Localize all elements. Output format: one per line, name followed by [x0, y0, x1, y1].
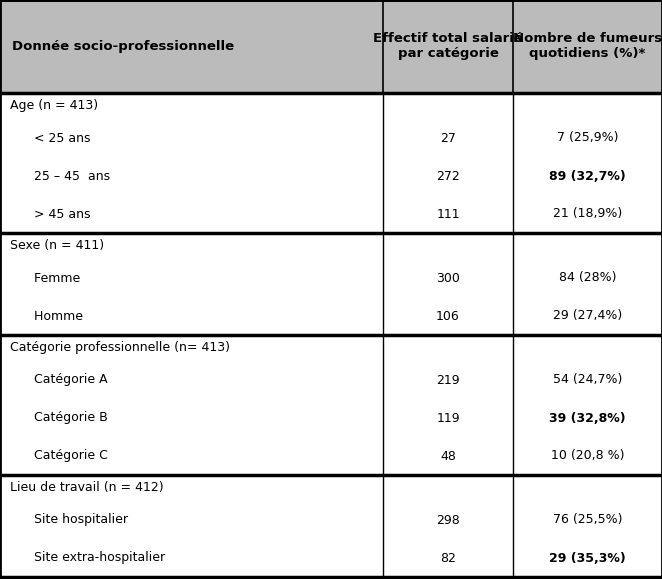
Text: 219: 219: [436, 373, 460, 387]
Text: Catégorie professionnelle (n= 413): Catégorie professionnelle (n= 413): [10, 342, 230, 354]
Text: Site hospitalier: Site hospitalier: [22, 514, 128, 526]
Text: 39 (32,8%): 39 (32,8%): [549, 412, 626, 424]
Text: 27: 27: [440, 131, 456, 145]
Text: < 25 ans: < 25 ans: [22, 131, 91, 145]
Text: Catégorie B: Catégorie B: [22, 412, 108, 424]
Text: 76 (25,5%): 76 (25,5%): [553, 514, 622, 526]
Text: Nombre de fumeurs
quotidiens (%)*: Nombre de fumeurs quotidiens (%)*: [513, 32, 662, 60]
Text: 29 (27,4%): 29 (27,4%): [553, 310, 622, 323]
Text: 54 (24,7%): 54 (24,7%): [553, 373, 622, 387]
Text: Catégorie C: Catégorie C: [22, 449, 108, 463]
Text: 48: 48: [440, 449, 456, 463]
Bar: [0, 0, 662, 93]
Text: Catégorie A: Catégorie A: [22, 373, 108, 387]
Text: Lieu de travail (n = 412): Lieu de travail (n = 412): [10, 482, 164, 494]
Text: 272: 272: [436, 170, 460, 182]
Text: Age (n = 413): Age (n = 413): [10, 100, 98, 112]
Text: Site extra-hospitalier: Site extra-hospitalier: [22, 552, 165, 565]
Text: 21 (18,9%): 21 (18,9%): [553, 207, 622, 221]
Text: 25 – 45  ans: 25 – 45 ans: [22, 170, 110, 182]
Text: 89 (32,7%): 89 (32,7%): [549, 170, 626, 182]
Text: Sexe (n = 411): Sexe (n = 411): [10, 240, 104, 252]
Text: 106: 106: [436, 310, 460, 323]
Text: Homme: Homme: [22, 310, 83, 323]
Text: 10 (20,8 %): 10 (20,8 %): [551, 449, 624, 463]
Text: 29 (35,3%): 29 (35,3%): [549, 552, 626, 565]
Text: 7 (25,9%): 7 (25,9%): [557, 131, 618, 145]
Text: 298: 298: [436, 514, 460, 526]
Text: 300: 300: [436, 272, 460, 284]
Text: Effectif total salarié
par catégorie: Effectif total salarié par catégorie: [373, 32, 523, 60]
Text: 84 (28%): 84 (28%): [559, 272, 616, 284]
Text: 111: 111: [436, 207, 460, 221]
Text: Donnée socio-professionnelle: Donnée socio-professionnelle: [12, 40, 234, 53]
Text: Femme: Femme: [22, 272, 80, 284]
Text: > 45 ans: > 45 ans: [22, 207, 91, 221]
Text: 119: 119: [436, 412, 460, 424]
Text: 82: 82: [440, 552, 456, 565]
